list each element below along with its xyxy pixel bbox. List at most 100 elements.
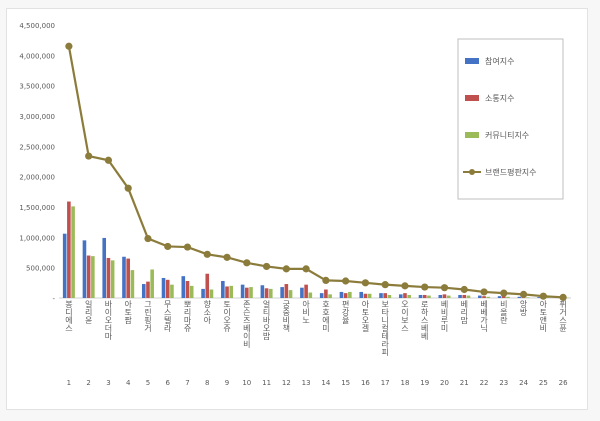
bar-1-20 — [438, 294, 443, 298]
bar-3-7 — [189, 285, 194, 298]
bar-3-2 — [91, 256, 95, 298]
bar-3-1 — [71, 206, 75, 298]
bar-1-6 — [161, 277, 166, 298]
line-point-7 — [183, 243, 192, 251]
bar-2-2 — [86, 255, 91, 298]
rank-label: 16 — [361, 379, 370, 387]
bar-2-18 — [403, 293, 407, 298]
bar-2-14 — [324, 289, 328, 298]
line-point-19 — [421, 283, 429, 291]
rank-label: 22 — [480, 379, 489, 387]
rank-label: 14 — [321, 379, 330, 387]
bar-1-17 — [379, 293, 383, 298]
legend-label-4: 브랜드평판지수 — [485, 167, 537, 177]
bar-3-20 — [446, 295, 451, 298]
bar-1-7 — [181, 276, 186, 298]
bar-2-12 — [284, 284, 289, 298]
legend-swatch-1 — [465, 58, 479, 64]
line-series — [65, 42, 567, 301]
bar-1-19 — [418, 294, 423, 298]
bar-2-10 — [245, 287, 249, 298]
line-point-20 — [440, 284, 449, 292]
bar-3-18 — [407, 294, 411, 298]
bar-1-8 — [201, 288, 205, 298]
y-tick-label: 3,000,000 — [19, 113, 55, 121]
legend-label-1: 참여지수 — [485, 56, 514, 66]
line-point-16 — [361, 279, 370, 287]
bar-2-20 — [442, 294, 447, 298]
rank-label: 23 — [499, 379, 508, 387]
bar-1-16 — [359, 291, 364, 298]
rank-label: 3 — [106, 379, 110, 387]
bar-3-15 — [348, 291, 352, 298]
bar-1-14 — [319, 293, 324, 298]
y-tick-label: 1,500,000 — [19, 204, 55, 212]
y-tick-label: 3,500,000 — [19, 83, 55, 91]
legend-swatch-2 — [465, 95, 479, 101]
bar-2-6 — [165, 279, 170, 298]
bar-1-11 — [260, 285, 265, 298]
bar-1-1 — [62, 233, 67, 298]
bar-3-13 — [308, 292, 313, 298]
rank-label: 15 — [341, 379, 350, 387]
bar-1-23 — [497, 296, 502, 298]
bar-2-13 — [304, 284, 308, 298]
bar-3-22 — [486, 296, 491, 298]
bar-1-18 — [398, 294, 403, 298]
rank-label: 5 — [146, 379, 150, 387]
y-tick-label: 2,000,000 — [19, 174, 55, 182]
line-point-14 — [322, 276, 330, 285]
line-point-6 — [164, 242, 172, 251]
line-point-25 — [539, 292, 547, 300]
bar-1-5 — [141, 284, 146, 298]
rank-label: 26 — [559, 379, 568, 387]
bar-2-23 — [502, 296, 506, 298]
bar-1-13 — [300, 287, 304, 298]
bar-1-15 — [339, 291, 344, 298]
bar-2-15 — [343, 293, 348, 298]
rank-label: 6 — [165, 379, 170, 387]
brand-reputation-chart: - 500,000 1,000,000 1,500,000 2,000,000 2,500… — [19, 22, 571, 387]
y-tick-label: 500,000 — [26, 265, 55, 273]
bar-3-6 — [170, 284, 174, 298]
bar-2-11 — [264, 288, 269, 298]
bar-1-3 — [102, 237, 107, 298]
bar-3-21 — [466, 295, 471, 298]
bar-2-5 — [146, 281, 150, 298]
bar-3-12 — [288, 290, 293, 298]
rank-label: 21 — [460, 379, 469, 387]
bar-3-24 — [525, 297, 530, 298]
rank-label: 8 — [205, 379, 209, 387]
line-point-2 — [85, 152, 93, 160]
bar-3-3 — [110, 260, 115, 298]
bar-3-4 — [130, 270, 135, 298]
line-point-1 — [65, 42, 73, 50]
bar-3-11 — [268, 288, 273, 298]
bar-2-1 — [67, 201, 71, 298]
line-point-23 — [500, 289, 508, 297]
rank-label: 19 — [420, 379, 429, 387]
bar-3-25 — [545, 297, 550, 298]
bar-series — [62, 201, 570, 298]
bar-2-16 — [363, 293, 368, 298]
bar-2-21 — [462, 294, 467, 298]
line-point-15 — [342, 277, 350, 285]
bar-3-23 — [506, 296, 510, 298]
rank-label: 13 — [302, 379, 311, 387]
bar-3-14 — [328, 294, 332, 298]
y-tick-label: 1,000,000 — [19, 234, 55, 242]
bar-2-22 — [482, 296, 486, 298]
line-point-24 — [519, 290, 528, 298]
